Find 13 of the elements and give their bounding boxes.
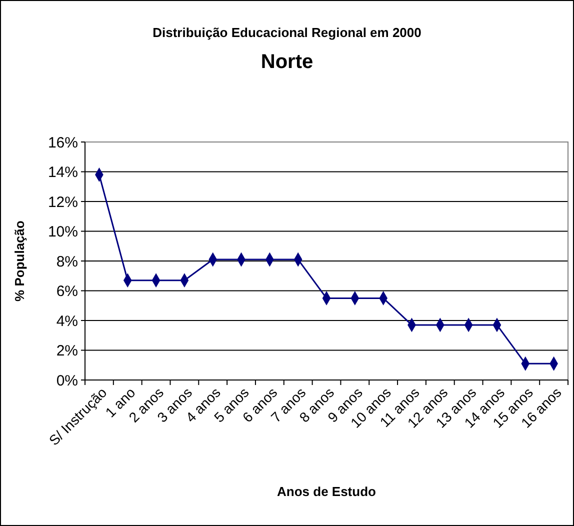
y-tick-label: 16% (48, 134, 78, 152)
y-tick-label: 4% (56, 312, 78, 330)
y-tick-label: 14% (48, 164, 78, 181)
y-tick-label: 6% (56, 283, 78, 300)
x-axis-title: Anos de Estudo (277, 484, 376, 499)
y-tick-label: 10% (48, 224, 78, 240)
y-axis-title: % População (12, 220, 27, 302)
y-tick-label: 12% (48, 194, 78, 211)
y-tick-label: 8% (56, 253, 78, 270)
y-tick-label: 0% (56, 372, 78, 390)
chart-subtitle: Norte (260, 51, 314, 73)
chart-title: Distribuição Educacional Regional em 2000 (152, 25, 422, 40)
y-tick-label: 2% (56, 342, 78, 360)
